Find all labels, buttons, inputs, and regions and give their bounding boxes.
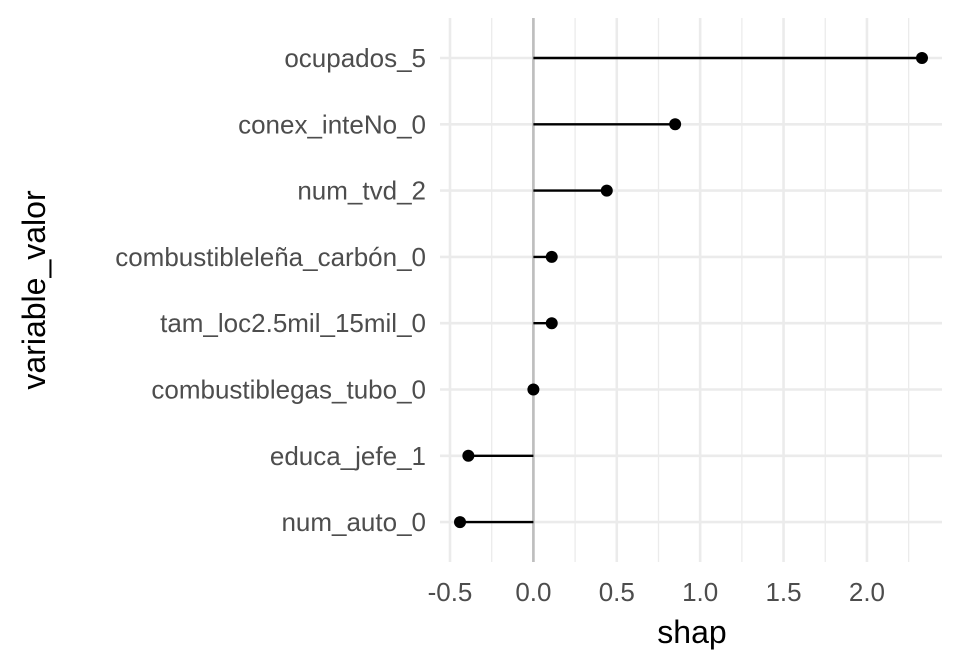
lollipop-point (600, 184, 613, 197)
x-tick-label: -0.5 (428, 577, 473, 607)
category-label: num_auto_0 (281, 507, 426, 537)
data-marks (454, 52, 928, 529)
category-label: num_tvd_2 (297, 176, 426, 206)
category-label: conex_inteNo_0 (238, 109, 426, 139)
category-label: combustibleleña_carbón_0 (115, 242, 426, 272)
x-tick-labels: -0.5 0.0 0.5 1.0 1.5 2.0 (428, 577, 885, 607)
lollipop-point (545, 317, 558, 330)
x-tick-label: 0.0 (515, 577, 551, 607)
lollipop-point (915, 52, 928, 64)
x-tick-label: 2.0 (849, 577, 885, 607)
category-label: educa_jefe_1 (270, 441, 426, 471)
category-label: combustiblegas_tubo_0 (151, 375, 426, 405)
x-axis-title: shap (657, 614, 726, 650)
x-tick-label: 1.5 (765, 577, 801, 607)
lollipop-point (454, 516, 467, 529)
category-label: tam_loc2.5mil_15mil_0 (160, 308, 426, 338)
category-label: ocupados_5 (284, 43, 426, 73)
lollipop-point (462, 449, 475, 462)
lollipop-point (669, 118, 682, 131)
lollipop-point (545, 250, 558, 263)
y-axis-title: variable_valor (16, 190, 52, 390)
x-tick-label: 0.5 (599, 577, 635, 607)
grid (440, 18, 942, 562)
lollipop-point (527, 383, 540, 396)
x-tick-label: 1.0 (682, 577, 718, 607)
category-labels: ocupados_5 conex_inteNo_0 num_tvd_2combust… (115, 43, 426, 537)
